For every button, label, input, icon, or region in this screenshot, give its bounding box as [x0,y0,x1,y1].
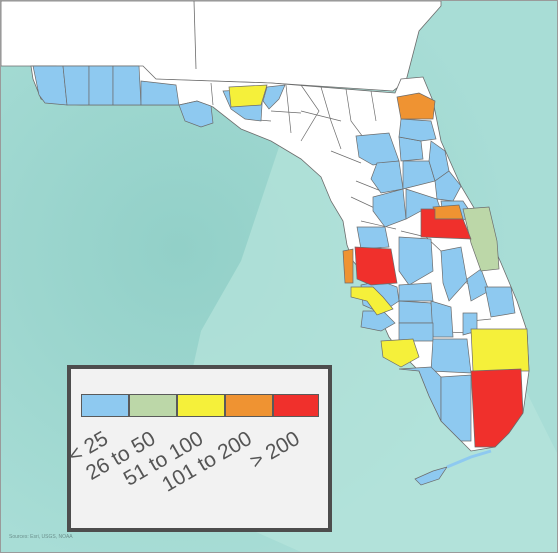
county-brevard [462,206,500,272]
legend-swatch-101-200 [225,394,273,417]
state-border-line [193,1,197,70]
county-jefferson [262,84,286,110]
county-nassau-duval [398,118,437,142]
county-hendry [430,338,472,374]
counties-26-50 [462,206,500,272]
legend: < 25 26 to 50 51 to 100 101 to 200 > 200 [64,365,332,532]
legend-swatch-lt-25 [81,394,129,417]
legend-swatch-gt-200 [273,394,319,417]
county-okaloosa [88,65,114,106]
legend-swatch-26-50 [129,394,177,417]
county-palm-beach [470,328,530,372]
county-duval [396,92,436,120]
county-highlands [430,300,454,338]
florida-keys-chain [446,449,492,469]
county-broward-miami [470,368,524,448]
county-escambia [32,65,68,106]
county-pasco [350,286,394,316]
county-orange [420,208,472,240]
county-gulf [178,100,214,128]
counties-gt-200 [354,208,524,448]
county-osceola [440,246,468,302]
county-hillsborough-red [354,246,398,286]
counties-101-200 [342,92,464,284]
county-clay [370,160,404,194]
florida-keys [414,466,448,486]
county-lake [398,236,434,286]
county-santa-rosa [62,65,90,106]
county-lee [380,338,420,368]
map-attribution: Sources: Esri, USGS, NOAA [9,534,73,540]
county-stlucie [484,286,516,318]
county-bay [140,80,180,106]
county-walton [112,65,142,106]
county-hernando [356,226,390,250]
county-seminole [432,204,464,220]
county-marion [372,188,407,228]
legend-swatch-51-100 [177,394,225,417]
county-polk [398,282,434,302]
county-flagler [434,170,462,202]
legend-label-gt-200: > 200 [245,427,304,474]
counties-51-100 [228,84,530,372]
county-leon [228,84,268,108]
county-pinellas [342,248,354,284]
county-desoto [398,300,434,324]
counties-lt-25 [32,65,516,442]
county-hardee [398,322,434,342]
county-monroe-mainland [440,374,472,442]
